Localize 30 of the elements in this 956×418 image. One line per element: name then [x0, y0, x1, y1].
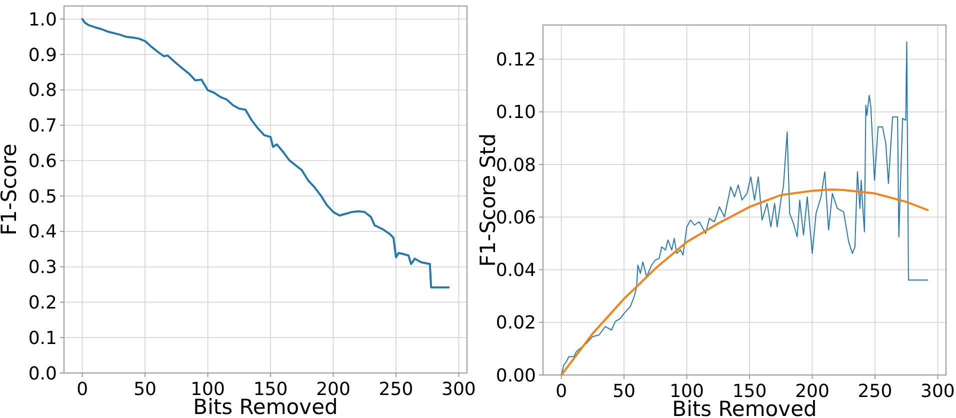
x-tick-label: 300: [442, 379, 476, 400]
x-tick-label: 50: [134, 379, 157, 400]
y-tick-label: 0.02: [496, 312, 536, 334]
y-tick-label: 0.3: [28, 257, 57, 278]
line-series: [81, 18, 450, 288]
y-tick-label: 0.6: [28, 150, 57, 172]
y-axis-title: F1-Score: [0, 144, 21, 236]
line-series: [560, 188, 929, 376]
y-tick-label: 0.1: [28, 328, 57, 349]
y-tick-label: 0.8: [28, 80, 57, 102]
x-tick-label: 0: [76, 379, 88, 400]
x-tick-label: 250: [378, 379, 414, 400]
y-tick-label: 0.08: [496, 154, 536, 176]
y-tick-label: 0.04: [496, 260, 536, 282]
y-tick-label: 0.00: [496, 365, 536, 386]
y-tick-label: 0.0: [28, 363, 57, 384]
y-tick-label: 0.10: [496, 102, 536, 124]
x-tick-label: 250: [858, 381, 892, 402]
y-tick-label: 0.06: [496, 207, 536, 228]
y-tick-label: 1.0: [28, 9, 57, 30]
x-tick-label: 300: [920, 381, 955, 402]
y-tick-label: 0.2: [28, 292, 57, 314]
y-tick-label: 0.5: [28, 186, 57, 208]
x-tick-label: 50: [612, 381, 636, 402]
y-tick-label: 0.9: [28, 44, 57, 66]
line-series: [560, 41, 928, 376]
y-tick-label: 0.12: [496, 50, 536, 71]
y-tick-label: 0.4: [28, 222, 57, 243]
x-tick-label: 0: [556, 381, 568, 402]
y-tick-label: 0.7: [28, 116, 57, 137]
